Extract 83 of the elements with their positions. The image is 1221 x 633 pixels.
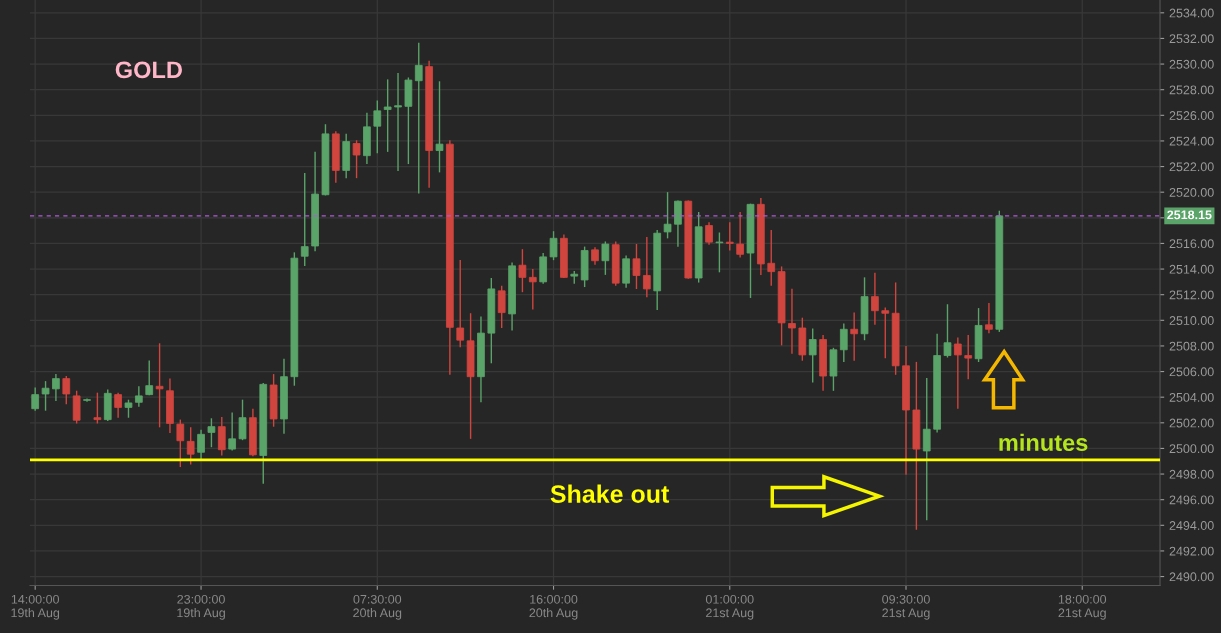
y-tick-label: 2506.00 — [1169, 367, 1214, 377]
candlestick — [176, 419, 185, 468]
y-tick-label: 2492.00 — [1169, 546, 1214, 556]
y-tick-label: 2510.00 — [1169, 316, 1214, 325]
candlestick — [217, 416, 226, 456]
candlestick — [197, 429, 205, 460]
candlestick — [674, 200, 682, 247]
y-tick-label: 2530.00 — [1169, 59, 1214, 69]
y-tick-label: 2520.00 — [1169, 187, 1214, 197]
candlestick — [642, 236, 651, 298]
candlestick — [871, 272, 879, 325]
candlestick — [135, 386, 143, 407]
candlestick — [808, 328, 817, 383]
annotation: minutes — [999, 433, 1088, 452]
candlestick — [41, 381, 50, 411]
y-tick-label: 2496.00 — [1169, 495, 1214, 505]
candlestick — [943, 304, 952, 358]
candlestick — [373, 100, 382, 154]
y-tick-label: 2500.00 — [1169, 444, 1214, 454]
candlestick — [52, 374, 60, 402]
x-tick-label: 09:30:00 21st Aug — [882, 594, 930, 620]
candlestick — [155, 343, 164, 428]
y-tick-label: 2508.00 — [1169, 341, 1214, 351]
ref-line-label: 2518.15 — [1167, 210, 1212, 220]
y-tick-label: 2498.00 — [1169, 469, 1214, 479]
x-tick-label: 07:30:00 20th Aug — [353, 594, 402, 620]
x-tick-label: 23:00:00 19th Aug — [177, 594, 225, 620]
annotation: Shake out — [550, 484, 670, 503]
candlestick — [715, 232, 724, 273]
candlestick — [352, 140, 361, 179]
x-tick-label: 18:00:00 21st Aug — [1058, 594, 1107, 620]
candlestick — [186, 427, 195, 465]
candlestick — [922, 377, 931, 521]
candlestick — [145, 360, 154, 396]
y-tick-label: 2534.00 — [1169, 8, 1214, 18]
candlestick — [705, 222, 713, 245]
candlestick — [518, 249, 527, 293]
candlestick — [238, 399, 247, 441]
candlestick — [228, 412, 236, 451]
candlestick — [850, 312, 859, 361]
candlestick — [497, 285, 506, 329]
y-tick-label: 2522.00 — [1169, 162, 1214, 172]
candlestick — [663, 192, 672, 239]
candlestick — [964, 334, 973, 380]
candlestick — [93, 392, 102, 424]
y-tick-label: 2526.00 — [1169, 111, 1214, 120]
candlestick — [736, 211, 744, 258]
candlestick — [31, 387, 40, 411]
candlestick — [394, 72, 402, 172]
y-tick-label: 2516.00 — [1169, 239, 1214, 249]
candlestick — [207, 418, 216, 448]
x-tick-label: 01:00:00 21st Aug — [705, 594, 754, 620]
candlestick — [725, 222, 734, 251]
y-tick-label: 2514.00 — [1169, 264, 1214, 274]
candlestick — [528, 269, 537, 310]
candlestick — [985, 302, 993, 334]
candlestick — [62, 375, 71, 405]
candlestick — [632, 244, 641, 289]
y-tick-label: 2528.00 — [1169, 85, 1214, 95]
y-tick-label: 2502.00 — [1169, 418, 1214, 428]
candlestick — [767, 229, 776, 286]
candlestick — [435, 81, 444, 173]
candlestick — [601, 241, 610, 275]
candlestick — [300, 172, 309, 266]
y-tick-label: 2494.00 — [1169, 521, 1214, 530]
candlestick — [83, 398, 91, 402]
x-tick-label: 14:00:00 19th Aug — [11, 594, 60, 620]
y-tick-label: 2512.00 — [1169, 290, 1214, 300]
y-tick-label: 2490.00 — [1169, 572, 1214, 582]
candlestick — [414, 42, 423, 194]
candlestick — [456, 260, 465, 348]
y-tick-label: 2524.00 — [1169, 136, 1214, 146]
candlestick — [839, 323, 848, 363]
candlestick — [954, 337, 962, 409]
candlestick — [881, 307, 890, 359]
annotation: GOLD — [115, 61, 182, 79]
candlestick — [549, 231, 558, 261]
y-tick-label: 2532.00 — [1169, 34, 1214, 44]
y-tick-label: 2504.00 — [1169, 392, 1214, 402]
x-tick-label: 16:00:00 20th Aug — [529, 594, 578, 620]
candlestick — [114, 392, 122, 418]
candlestick — [788, 288, 796, 354]
candlestick — [383, 79, 392, 152]
